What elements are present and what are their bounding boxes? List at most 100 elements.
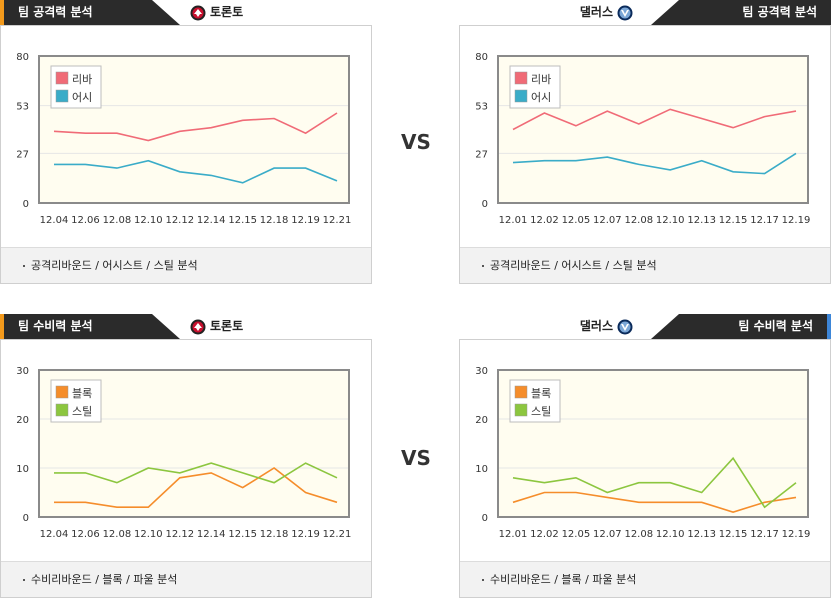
y-tick-label: 10 — [475, 464, 488, 475]
panel-tab: 팀 공격력 분석 — [0, 0, 180, 25]
plot-frame — [497, 55, 809, 204]
x-tick-label: 12.14 — [197, 215, 226, 226]
mavericks-logo-icon — [617, 319, 633, 334]
chart-footer: 수비리바운드 / 블록 / 파울 분석 — [460, 561, 830, 597]
x-tick-label: 12.01 — [499, 215, 528, 226]
legend-swatch — [514, 89, 528, 103]
raptors-logo-icon — [190, 5, 206, 20]
series-line — [512, 108, 797, 131]
y-tick-label: 53 — [16, 102, 29, 113]
series-line — [512, 152, 797, 175]
x-tick-label: 12.10 — [134, 529, 163, 540]
dallas-defense-panel: 댈러스 팀 수비력 분석 0 10 20 30 12.01 12.02 12.05 12.07… — [459, 314, 831, 598]
chart-footer: 공격리바운드 / 어시스트 / 스틸 분석 — [1, 247, 371, 283]
team-label: 토론토 — [186, 0, 243, 25]
series-line — [512, 491, 797, 513]
x-tick-label: 12.17 — [750, 215, 779, 226]
x-tick-label: 12.19 — [782, 529, 811, 540]
x-tick-label: 12.04 — [40, 529, 69, 540]
x-tick-label: 12.10 — [656, 215, 685, 226]
x-tick-label: 12.10 — [134, 215, 163, 226]
y-tick-label: 0 — [23, 199, 29, 210]
x-tick-label: 12.05 — [562, 215, 591, 226]
x-tick-label: 12.17 — [750, 529, 779, 540]
chart-box: 0 10 20 30 12.04 12.06 12.08 12.10 12.12 12.14 12.… — [0, 339, 372, 598]
team-label: 토론토 — [186, 314, 243, 339]
x-tick-label: 12.15 — [228, 529, 257, 540]
legend-label: 어시 — [531, 91, 551, 104]
legend-swatch — [55, 89, 69, 103]
team-label: 댈러스 — [580, 314, 637, 339]
x-tick-label: 12.04 — [40, 215, 69, 226]
legend-label: 블록 — [72, 387, 92, 400]
x-tick-label: 12.12 — [165, 215, 194, 226]
chart-box: 0 27 53 80 12.01 12.02 12.05 12.07 12.08 12.10 12.… — [459, 25, 831, 284]
mavericks-logo-icon — [617, 5, 633, 20]
x-tick-label: 12.07 — [593, 215, 622, 226]
plot-frame — [38, 369, 350, 518]
series-line — [54, 467, 338, 508]
legend-swatch — [55, 71, 69, 85]
chart-box: 0 27 53 80 12.04 12.06 12.08 12.10 12.12 12.14 12.… — [0, 25, 372, 284]
y-tick-label: 0 — [482, 199, 488, 210]
panel-header: 댈러스 팀 수비력 분석 — [459, 314, 831, 339]
x-tick-label: 12.02 — [530, 529, 559, 540]
x-tick-label: 12.15 — [719, 215, 748, 226]
x-tick-label: 12.13 — [687, 529, 716, 540]
legend-swatch — [514, 403, 528, 417]
footer-text: 공격리바운드 / 어시스트 / 스틸 분석 — [31, 259, 198, 272]
x-tick-label: 12.19 — [782, 215, 811, 226]
raptors-logo-icon — [190, 319, 206, 334]
footer-text: 수비리바운드 / 블록 / 파울 분석 — [490, 573, 637, 586]
legend-swatch — [514, 385, 528, 399]
legend-swatch — [55, 403, 69, 417]
footer-text: 수비리바운드 / 블록 / 파울 분석 — [31, 573, 178, 586]
toronto-offense-panel: 팀 공격력 분석 토론토 0 27 53 80 12.04 12.06 12.08 12.10… — [0, 0, 372, 284]
x-tick-label: 12.14 — [197, 529, 226, 540]
legend-label: 리바 — [72, 73, 92, 86]
vs-label: VS — [401, 130, 431, 154]
x-tick-label: 12.18 — [260, 529, 289, 540]
x-tick-label: 12.06 — [71, 529, 100, 540]
x-tick-label: 12.08 — [624, 215, 653, 226]
x-tick-label: 12.15 — [228, 215, 257, 226]
legend-label: 어시 — [72, 91, 92, 104]
x-tick-label: 12.13 — [687, 215, 716, 226]
plot-frame — [497, 369, 809, 518]
footer-text: 공격리바운드 / 어시스트 / 스틸 분석 — [490, 259, 657, 272]
x-tick-label: 12.19 — [291, 529, 320, 540]
x-tick-label: 12.18 — [260, 215, 289, 226]
x-tick-label: 12.08 — [103, 215, 132, 226]
y-tick-label: 30 — [16, 366, 29, 377]
chart-footer: 수비리바운드 / 블록 / 파울 분석 — [1, 561, 371, 597]
chart-footer: 공격리바운드 / 어시스트 / 스틸 분석 — [460, 247, 830, 283]
series-line — [53, 112, 338, 142]
bullet-icon — [482, 579, 484, 581]
plot-frame — [38, 55, 350, 204]
legend-label: 블록 — [531, 387, 551, 400]
x-tick-label: 12.01 — [499, 529, 528, 540]
bullet-icon — [23, 579, 25, 581]
team-label: 댈러스 — [580, 0, 637, 25]
toronto-defense-panel: 팀 수비력 분석 토론토 0 10 20 30 12.04 12.06 12.08 12.10… — [0, 314, 372, 598]
legend-swatch — [55, 385, 69, 399]
legend-swatch — [514, 71, 528, 85]
bullet-icon — [482, 265, 484, 267]
team-name: 토론토 — [210, 5, 244, 19]
vs-label: VS — [401, 446, 431, 470]
series-line — [54, 159, 338, 184]
team-name: 댈러스 — [579, 5, 613, 19]
panel-tab: 팀 수비력 분석 — [651, 314, 831, 339]
y-tick-label: 27 — [16, 149, 29, 160]
y-tick-label: 53 — [475, 102, 488, 113]
y-tick-label: 20 — [16, 415, 29, 426]
x-tick-label: 12.07 — [593, 529, 622, 540]
series-line — [54, 462, 338, 484]
y-tick-label: 20 — [475, 415, 488, 426]
legend-label: 리바 — [531, 73, 551, 86]
team-name: 토론토 — [210, 319, 244, 333]
